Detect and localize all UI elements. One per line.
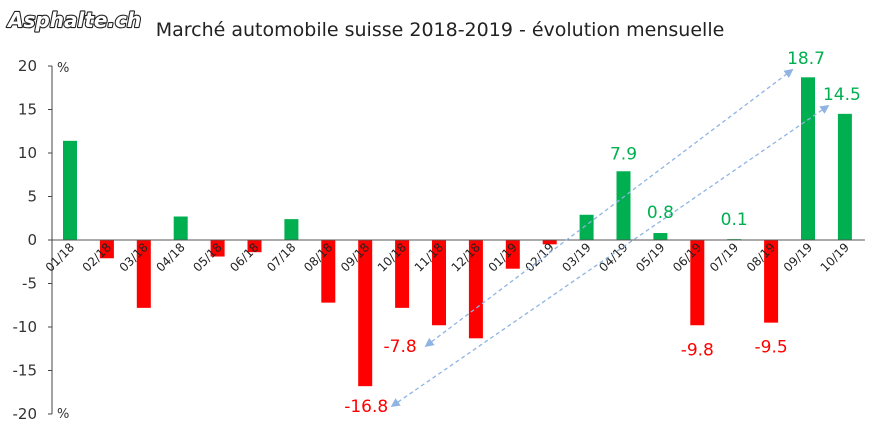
x-tick-label: 05/18 (190, 240, 224, 274)
x-tick-label: 06/18 (227, 240, 261, 274)
bar (321, 240, 336, 303)
data-label: 7.9 (610, 144, 637, 164)
y-tick-label: -15 (13, 362, 38, 380)
bar (173, 216, 188, 240)
data-label: 14.5 (823, 85, 861, 105)
x-tick-label: 07/18 (264, 240, 298, 274)
y-tick-label: 20 (18, 57, 37, 75)
data-label: 0.8 (647, 203, 674, 223)
chart-title: Marché automobile suisse 2018-2019 - évo… (156, 19, 725, 41)
bar (801, 77, 815, 240)
data-label: 0.1 (721, 210, 748, 230)
bar (210, 240, 225, 257)
y-tick-label: 0 (27, 231, 37, 249)
bar (653, 233, 668, 240)
y-unit-top: % (57, 61, 69, 76)
bar (284, 219, 299, 240)
x-tick-label: 10/19 (818, 240, 852, 274)
data-labels: 7.9 0.8 0.1 18.7 14.5 -9.8 -9.5 -7.8 -16.8 (344, 49, 861, 417)
data-label: -9.8 (681, 340, 714, 360)
bar (616, 171, 631, 240)
x-tick-label: 09/19 (781, 240, 815, 274)
y-tick-label: -5 (22, 275, 37, 293)
y-tick-label: -20 (13, 405, 38, 423)
bar (247, 240, 262, 253)
x-tick-label: 04/18 (153, 240, 187, 274)
y-axis-ticks: 20 15 10 5 0 -5 -10 -15 -20 (13, 57, 52, 423)
x-axis-labels: 01/18 02/18 03/18 04/18 05/18 06/18 07/18 08/18… (43, 240, 852, 274)
y-tick-label: -10 (13, 318, 38, 336)
data-label: -7.8 (384, 337, 417, 357)
y-tick-label: 15 (18, 101, 37, 119)
bar (99, 240, 114, 259)
x-tick-label: 07/19 (707, 240, 741, 274)
bar (63, 140, 77, 240)
bar (136, 240, 151, 308)
site-logo: Asphalte.ch (6, 8, 141, 32)
x-tick-label: 01/18 (43, 240, 77, 274)
y-unit-bottom: % (57, 407, 69, 422)
bars (63, 77, 852, 387)
annotation-arrows (390, 68, 830, 408)
x-tick-label: 03/19 (559, 240, 593, 274)
bar (579, 214, 594, 240)
y-tick-label: 10 (18, 144, 37, 162)
data-label: 18.7 (787, 49, 825, 69)
bar (837, 113, 852, 240)
y-tick-label: 5 (27, 188, 37, 206)
x-tick-label: 05/19 (633, 240, 667, 274)
bar (358, 240, 373, 387)
data-label: -9.5 (755, 338, 788, 358)
data-label: -16.8 (344, 397, 388, 417)
